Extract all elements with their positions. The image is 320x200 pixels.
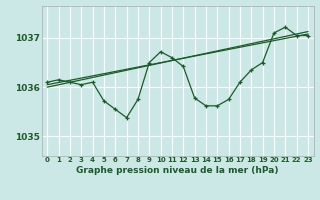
X-axis label: Graphe pression niveau de la mer (hPa): Graphe pression niveau de la mer (hPa): [76, 166, 279, 175]
